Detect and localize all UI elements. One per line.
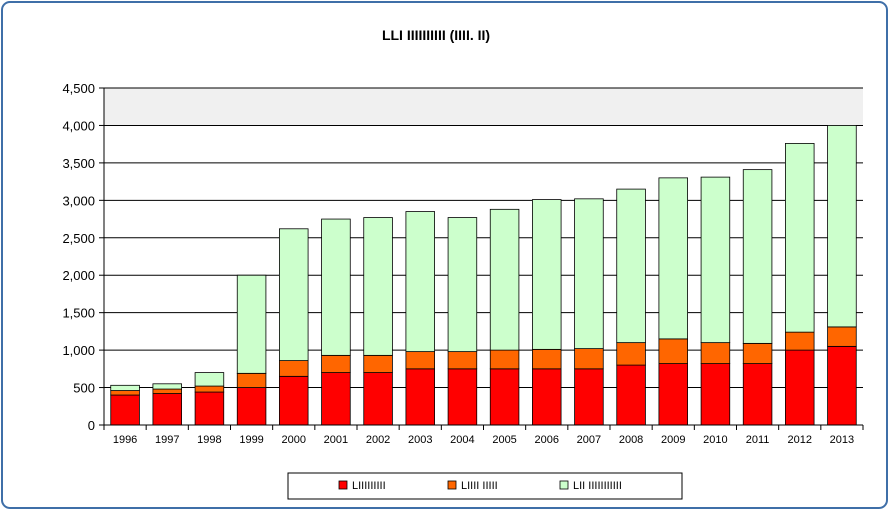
bar-2009-series-1 [658,363,688,426]
bar-2005-series-1 [489,368,520,426]
bar-2002-series-1 [363,372,393,426]
x-tick-label: 2006 [535,434,559,446]
bar-2012-series-3 [785,143,815,333]
chart-title: LLI IIIIIIIIII (IIII. II) [382,27,490,43]
bar-2004-series-2 [447,351,478,370]
plot-top-band [104,88,863,125]
bar-2000-series-1 [279,375,309,426]
bar-2002-series-3 [363,217,393,356]
x-tick-label: 2009 [661,434,685,446]
bar-1997-series-2 [152,388,182,394]
x-tick-label: 2013 [830,434,854,446]
x-tick-label: 2003 [408,434,432,446]
bar-2009-series-2 [658,338,688,364]
bar-1999-series-1 [236,387,267,426]
x-tick-label: 2004 [450,434,474,446]
y-tick-label: 1,000 [62,343,95,358]
bar-2006-series-3 [532,199,562,350]
bar-2000-series-2 [279,360,309,377]
x-tick-label: 2008 [619,434,643,446]
bar-2003-series-1 [405,368,435,426]
bar-1998-series-2 [194,385,225,393]
bar-2013-series-3 [827,125,857,328]
bar-2011-series-2 [742,342,773,364]
bar-1998-series-1 [194,391,225,426]
bar-2001-series-2 [321,354,351,373]
legend-swatch [338,480,348,490]
bar-2006-series-1 [532,368,562,426]
x-tick-label: 2000 [282,434,306,446]
y-tick-label: 3,500 [62,156,95,171]
bar-2010-series-3 [700,176,731,344]
x-tick-label: 1998 [197,434,221,446]
y-tick-label: 2,500 [62,231,95,246]
bar-2008-series-1 [616,364,646,426]
bar-2001-series-1 [321,372,351,426]
bar-1997-series-1 [152,393,182,426]
bar-2005-series-2 [489,349,520,370]
x-tick-label: 1996 [113,434,137,446]
bar-2012-series-2 [785,331,815,351]
x-tick-label: 1997 [155,434,179,446]
bar-1996-series-1 [110,394,140,426]
y-tick-label: 500 [73,381,95,396]
bar-1999-series-2 [236,372,267,388]
bar-2001-series-3 [321,218,351,356]
bar-2007-series-1 [574,368,604,426]
bar-1996-series-2 [110,390,140,396]
bar-2012-series-1 [785,349,815,426]
x-tick-label: 2012 [788,434,812,446]
x-tick-label: 2001 [324,434,348,446]
x-tick-label: 1999 [239,434,263,446]
bar-2011-series-3 [742,169,773,344]
x-tick-label: 2007 [577,434,601,446]
y-tick-label: 0 [88,418,95,433]
x-tick-label: 2005 [492,434,516,446]
bar-2013-series-1 [827,345,857,426]
x-tick-label: 2002 [366,434,390,446]
legend-swatch [447,480,457,490]
bar-2002-series-2 [363,354,393,373]
bar-1996-series-3 [110,384,140,391]
y-tick-label: 1,500 [62,306,95,321]
bar-2003-series-2 [405,351,435,370]
bar-2010-series-2 [700,342,731,364]
bar-2008-series-3 [616,188,646,344]
y-tick-label: 4,500 [62,81,95,96]
bar-2013-series-2 [827,326,857,347]
bar-1998-series-3 [194,372,225,387]
bar-2004-series-3 [447,217,478,353]
legend-label: LIIII IIIII [461,480,498,492]
legend-box [287,472,683,500]
bar-2000-series-3 [279,228,309,361]
y-tick-label: 2,000 [62,268,95,283]
bar-2009-series-3 [658,177,688,340]
bar-2007-series-3 [574,198,604,350]
bar-2004-series-1 [447,368,478,426]
x-tick-label: 2010 [703,434,727,446]
legend-label: LII IIIIIIIIIII [573,480,622,492]
y-tick-label: 4,000 [62,118,95,133]
bar-2006-series-2 [532,348,562,370]
bar-2005-series-3 [489,208,520,351]
bar-2010-series-1 [700,363,731,426]
bar-2003-series-3 [405,211,435,353]
bar-2011-series-1 [742,363,773,426]
y-tick-label: 3,000 [62,193,95,208]
legend-label: LIIIIIIIII [352,480,386,492]
bar-2007-series-2 [574,348,604,370]
bar-1997-series-3 [152,383,182,390]
bar-1999-series-3 [236,274,267,374]
bar-2008-series-2 [616,342,646,366]
x-tick-label: 2011 [746,434,770,446]
legend-swatch [559,480,569,490]
